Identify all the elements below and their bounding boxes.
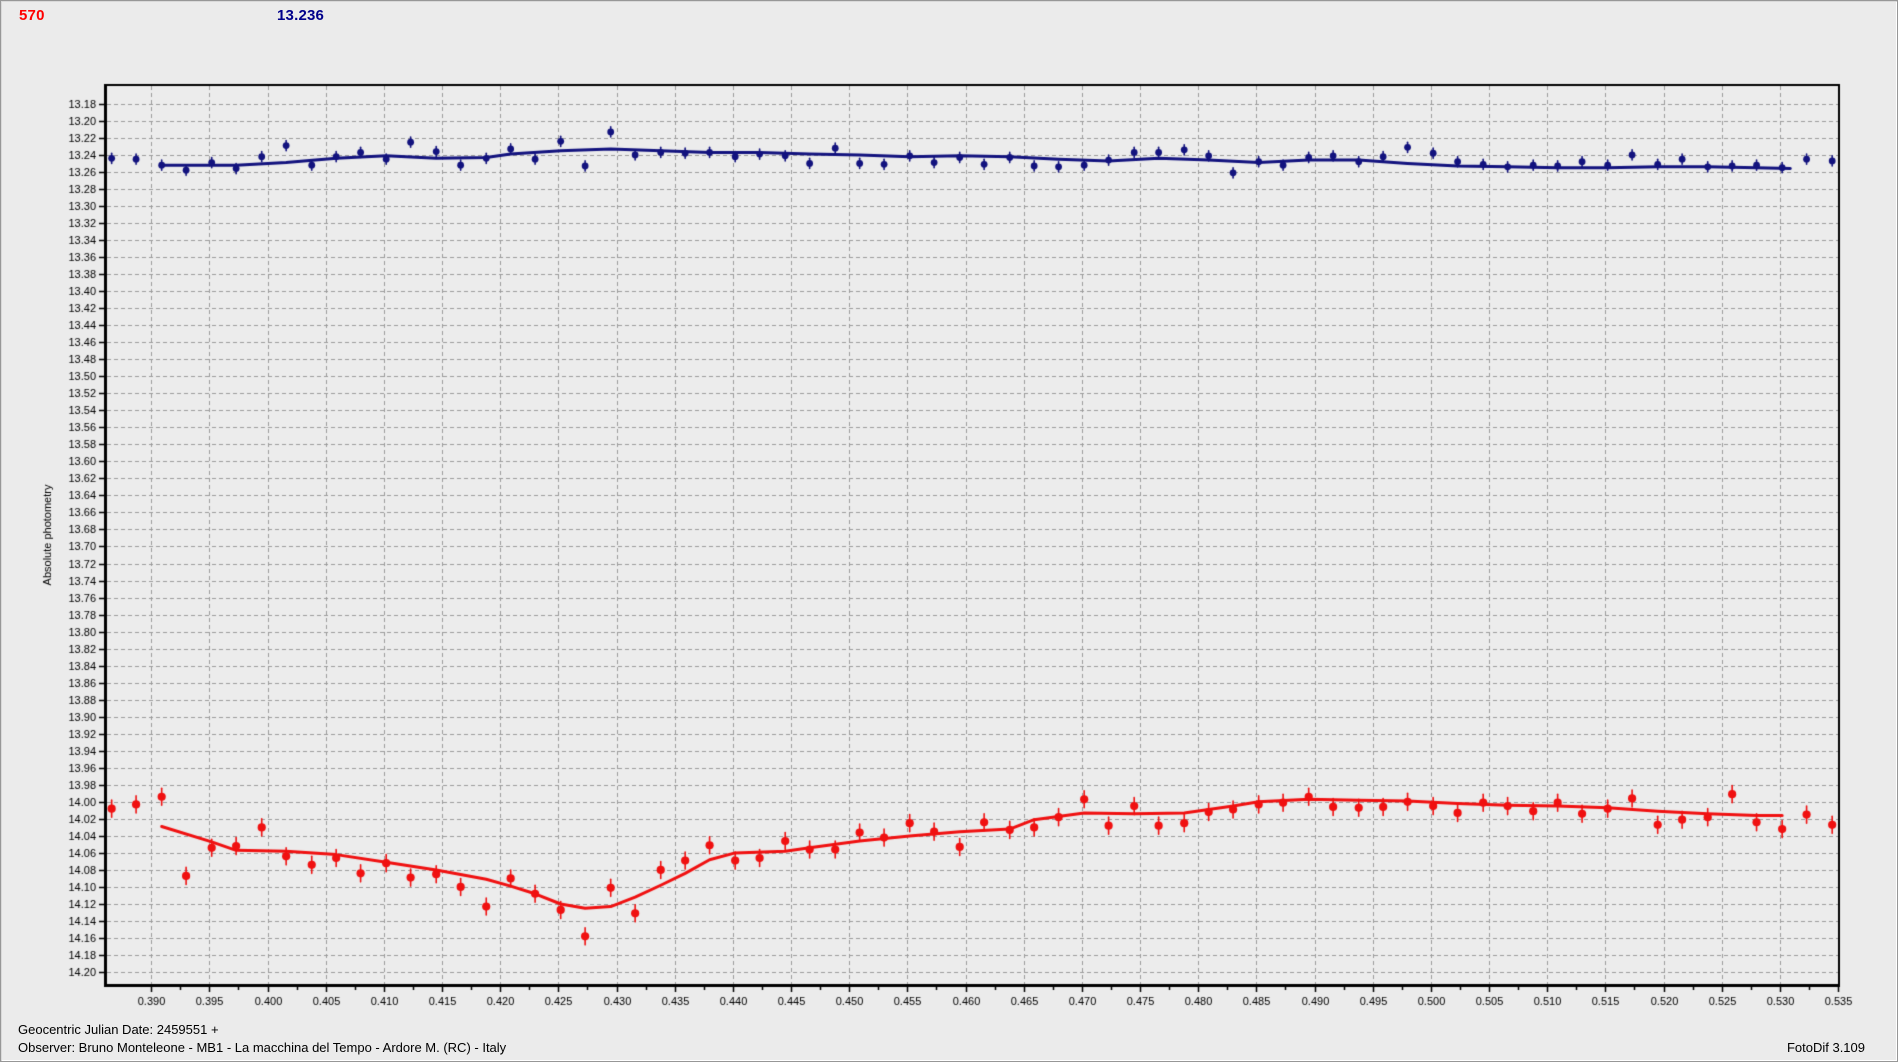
app-version-label: FotoDif 3.109 (1786, 1040, 1865, 1055)
target-number-label: 570 (19, 7, 45, 24)
julian-date-label: Geocentric Julian Date: 2459551 + (18, 1022, 219, 1037)
observer-label: Observer: Bruno Monteleone - MB1 - La ma… (18, 1040, 507, 1055)
comparison-magnitude-label: 13.236 (277, 7, 325, 24)
